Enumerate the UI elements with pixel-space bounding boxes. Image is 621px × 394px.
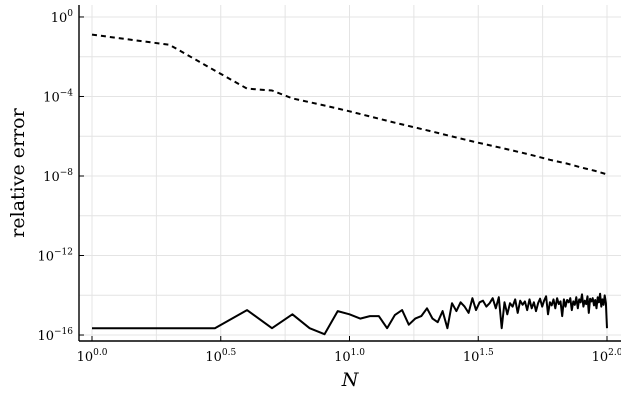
y-tick-label: 10−12	[37, 248, 73, 265]
series-line-solid	[92, 292, 608, 336]
series-line-dashed	[91, 33, 608, 176]
y-tick-label: 100	[51, 9, 74, 26]
y-axis-title: relative error	[7, 107, 29, 237]
x-tick-label: 101.0	[334, 348, 365, 365]
y-tick-label: 10−16	[37, 327, 73, 344]
tick-labels: 100.0 100.5 101.0 101.5 102.0 100 10−4 10−8 10−1…	[37, 9, 621, 365]
x-tick-label: 100.5	[205, 348, 236, 365]
grid	[79, 5, 621, 341]
x-axis-title: N	[341, 369, 360, 391]
x-tick-label: 101.5	[463, 348, 494, 365]
x-tick-label: 100.0	[77, 348, 108, 365]
axes-frame	[78, 5, 621, 342]
series-layer	[91, 33, 608, 336]
y-tick-label: 10−8	[43, 168, 73, 185]
y-tick-label: 10−4	[43, 88, 73, 105]
x-tick-label: 102.0	[592, 348, 621, 365]
